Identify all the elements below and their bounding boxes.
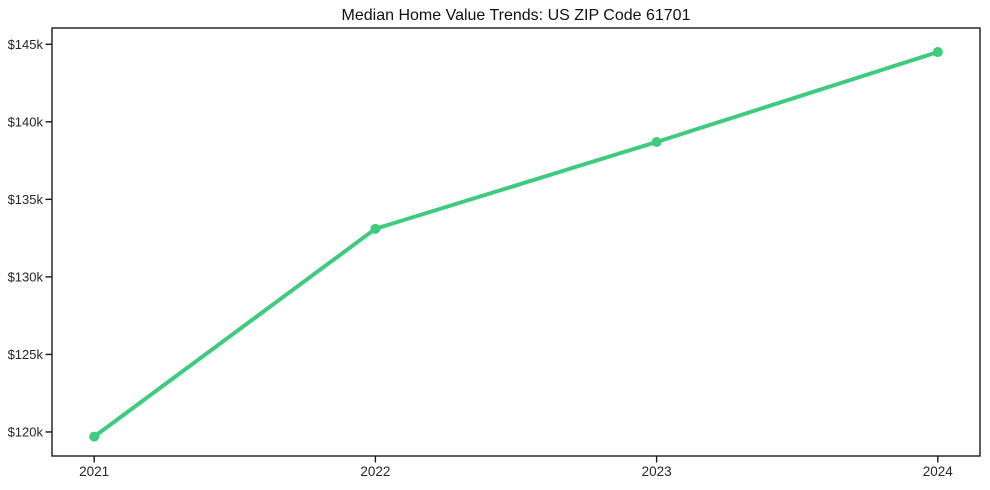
y-tick-label: $140k [8,114,44,129]
y-tick-label: $130k [8,269,44,284]
data-point-2023 [651,136,662,147]
x-tick-label: 2022 [360,464,390,479]
y-tick-label: $135k [8,192,44,207]
y-tick-label: $125k [8,347,44,362]
plot-border [51,27,981,457]
y-tick-label: $145k [8,37,44,52]
trend-line [92,50,940,439]
data-point-2024 [932,47,943,58]
chart-title: Median Home Value Trends: US ZIP Code 61… [341,7,691,24]
x-tick-label: 2021 [79,464,109,479]
y-tick-label: $120k [8,424,44,439]
x-tick-label: 2024 [923,464,954,479]
data-point-2021 [89,431,100,442]
data-point-2022 [370,223,381,234]
x-tick-label: 2023 [642,464,672,479]
